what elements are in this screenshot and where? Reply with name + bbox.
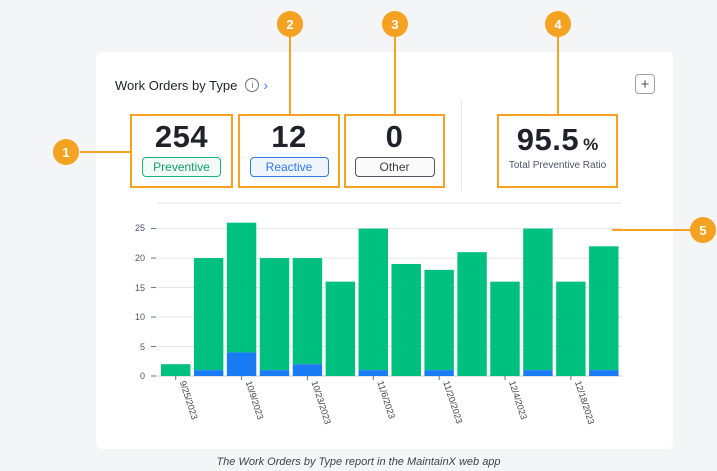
y-tick-label: 20	[134, 253, 145, 263]
callout-line-1	[80, 151, 130, 153]
bar-preventive[interactable]	[358, 228, 388, 371]
bar-preventive[interactable]	[161, 364, 191, 376]
preventive-button[interactable]: Preventive	[142, 157, 221, 177]
x-tick-label: 10/23/2023	[310, 380, 333, 426]
figure-caption: The Work Orders by Type report in the Ma…	[216, 456, 501, 468]
stat-preventive-ratio: 95.5 % Total Preventive Ratio	[497, 114, 618, 188]
ratio-unit: %	[583, 135, 599, 154]
bar-preventive[interactable]	[589, 246, 619, 371]
callout-badge-4: 4	[545, 11, 571, 37]
stat-other: 0 Other	[344, 114, 445, 188]
y-tick-label: 10	[134, 312, 145, 322]
bar-reactive[interactable]	[589, 370, 619, 376]
widget-title: Work Orders by Type	[115, 77, 238, 93]
bar-preventive[interactable]	[259, 258, 290, 371]
bar-reactive[interactable]	[424, 370, 454, 376]
bar-preventive[interactable]	[292, 258, 323, 365]
preventive-count: 254	[154, 119, 209, 154]
y-tick-label: 25	[134, 223, 145, 233]
y-tick-label: 0	[139, 371, 145, 381]
chevron-right-icon[interactable]: ›	[263, 77, 269, 93]
reactive-button[interactable]: Reactive	[249, 157, 329, 177]
stats-divider	[461, 101, 462, 191]
x-tick-label: 12/18/2023	[573, 380, 596, 426]
bar-preventive[interactable]	[424, 269, 454, 371]
x-tick-label: 12/4/2023	[507, 380, 529, 421]
y-tick-label: 5	[139, 342, 145, 352]
bar-reactive[interactable]	[358, 370, 388, 376]
add-button[interactable]: +	[635, 74, 655, 94]
x-tick-label: 9/25/2023	[178, 380, 200, 421]
bar-reactive[interactable]	[193, 370, 224, 376]
ratio-value-row: 95.5 %	[517, 116, 598, 158]
y-tick-label: 15	[134, 283, 145, 293]
other-count: 0	[385, 119, 404, 154]
bar-preventive[interactable]	[523, 228, 553, 371]
ratio-label: Total Preventive Ratio	[508, 160, 607, 171]
bar-preventive[interactable]	[490, 281, 520, 376]
bar-preventive[interactable]	[556, 281, 586, 376]
bar-reactive[interactable]	[259, 370, 290, 376]
bar-preventive[interactable]	[391, 263, 421, 376]
bar-reactive[interactable]	[523, 370, 553, 376]
callout-badge-5: 5	[690, 217, 716, 243]
bar-reactive[interactable]	[226, 352, 257, 376]
info-icon[interactable]: i	[245, 78, 260, 92]
x-tick-label: 10/9/2023	[244, 380, 266, 421]
ratio-value: 95.5	[516, 122, 580, 157]
callout-line-2	[289, 36, 291, 114]
stat-preventive: 254 Preventive	[130, 114, 233, 188]
callout-badge-2: 2	[277, 11, 303, 37]
callout-badge-1: 1	[53, 139, 79, 165]
stat-reactive: 12 Reactive	[238, 114, 340, 188]
x-tick-label: 11/6/2023	[375, 380, 397, 421]
other-button[interactable]: Other	[354, 157, 435, 177]
bar-preventive[interactable]	[457, 252, 487, 376]
callout-line-3	[394, 36, 396, 114]
bar-reactive[interactable]	[292, 364, 323, 376]
bar-preventive[interactable]	[325, 281, 356, 376]
bar-preventive[interactable]	[193, 258, 224, 371]
x-tick-label: 11/20/2023	[441, 380, 464, 425]
widget-header: Work Orders by Type i ›	[115, 76, 268, 94]
reactive-count: 12	[271, 119, 307, 154]
callout-line-5	[612, 229, 690, 231]
callout-line-4	[557, 36, 559, 114]
bar-preventive[interactable]	[226, 222, 257, 353]
callout-badge-3: 3	[382, 11, 408, 37]
